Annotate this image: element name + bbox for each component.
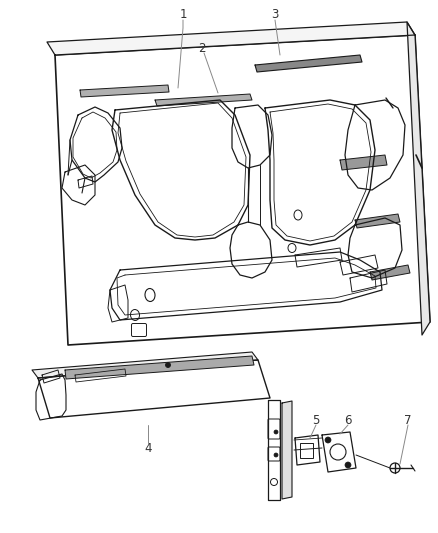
Circle shape xyxy=(274,430,278,434)
Bar xyxy=(300,443,313,458)
Polygon shape xyxy=(155,94,252,106)
Text: 5: 5 xyxy=(312,414,320,426)
Circle shape xyxy=(325,437,331,443)
Text: 7: 7 xyxy=(404,414,412,426)
Circle shape xyxy=(345,462,351,468)
Polygon shape xyxy=(32,352,258,378)
Polygon shape xyxy=(80,85,169,97)
Circle shape xyxy=(166,362,170,367)
Text: 6: 6 xyxy=(344,414,352,426)
Polygon shape xyxy=(282,401,292,499)
Text: 1: 1 xyxy=(179,7,187,20)
Polygon shape xyxy=(355,214,400,228)
Text: 2: 2 xyxy=(198,42,206,54)
Text: 3: 3 xyxy=(271,7,279,20)
Polygon shape xyxy=(340,155,387,170)
Polygon shape xyxy=(407,22,430,335)
Polygon shape xyxy=(38,360,270,418)
Polygon shape xyxy=(55,35,430,345)
Circle shape xyxy=(274,453,278,457)
Polygon shape xyxy=(65,356,254,379)
Text: 4: 4 xyxy=(144,441,152,455)
Polygon shape xyxy=(370,265,410,280)
Polygon shape xyxy=(268,400,280,500)
Circle shape xyxy=(390,463,400,473)
Polygon shape xyxy=(47,22,415,55)
Polygon shape xyxy=(255,55,362,72)
